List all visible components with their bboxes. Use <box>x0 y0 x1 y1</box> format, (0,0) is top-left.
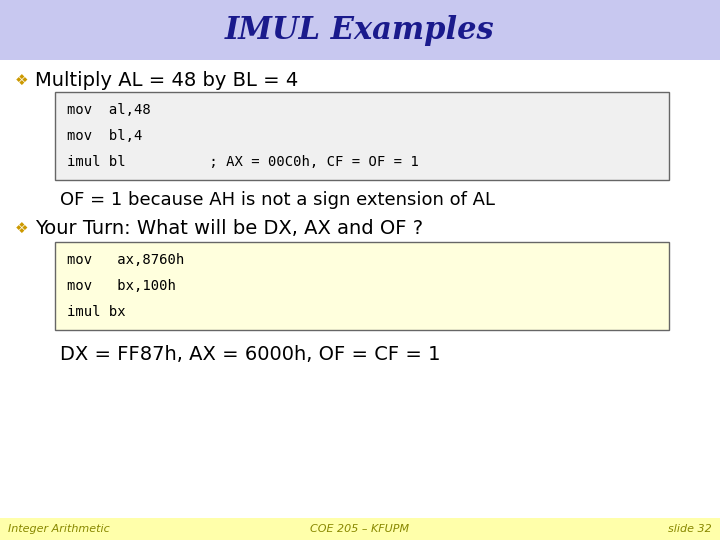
Text: ❖: ❖ <box>15 72 29 87</box>
Text: slide 32: slide 32 <box>668 524 712 534</box>
Text: DX = FF87h, AX = 6000h, OF = CF = 1: DX = FF87h, AX = 6000h, OF = CF = 1 <box>60 346 441 365</box>
Text: mov  al,48: mov al,48 <box>67 103 150 117</box>
Bar <box>55 92 669 180</box>
Text: imul bx: imul bx <box>67 305 125 319</box>
Bar <box>55 242 669 330</box>
Text: COE 205 – KFUPM: COE 205 – KFUPM <box>310 524 410 534</box>
Text: ❖: ❖ <box>15 220 29 235</box>
Text: IMUL Examples: IMUL Examples <box>225 15 495 45</box>
Text: mov   bx,100h: mov bx,100h <box>67 279 176 293</box>
Text: mov  bl,4: mov bl,4 <box>67 129 143 143</box>
Text: mov   ax,8760h: mov ax,8760h <box>67 253 184 267</box>
Text: imul bl          ; AX = 00C0h, CF = OF = 1: imul bl ; AX = 00C0h, CF = OF = 1 <box>67 155 419 169</box>
Text: OF = 1 because AH is not a sign extension of AL: OF = 1 because AH is not a sign extensio… <box>60 191 495 209</box>
Text: Multiply AL = 48 by BL = 4: Multiply AL = 48 by BL = 4 <box>35 71 298 90</box>
Text: Integer Arithmetic: Integer Arithmetic <box>8 524 109 534</box>
Bar <box>0 518 720 540</box>
Bar <box>0 0 720 60</box>
Text: Your Turn: What will be DX, AX and OF ?: Your Turn: What will be DX, AX and OF ? <box>35 219 423 238</box>
